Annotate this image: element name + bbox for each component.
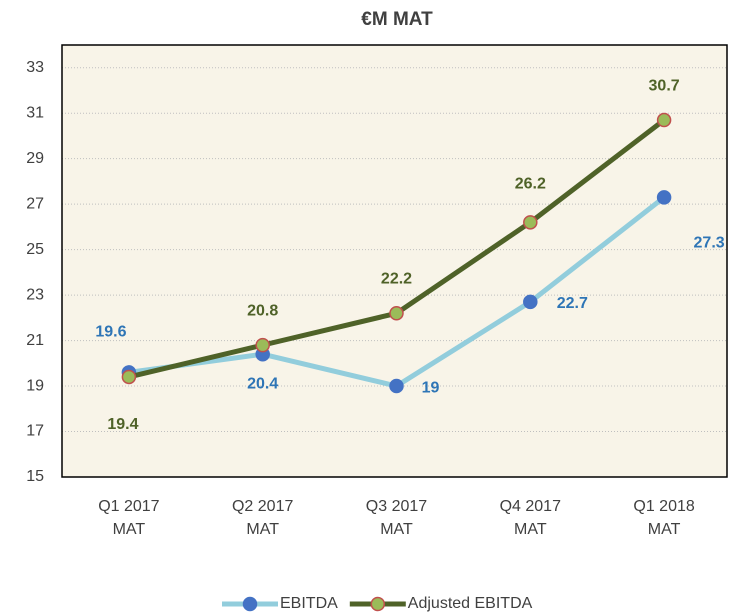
plot-area: [62, 45, 727, 477]
y-tick-label: 15: [26, 468, 44, 485]
data-label: 19.6: [95, 324, 126, 341]
x-tick-label: Q4 2017 MAT: [499, 498, 561, 538]
y-tick-label: 29: [26, 150, 44, 167]
x-tick-label: Q1 2017 MAT: [98, 498, 160, 538]
data-label: 20.4: [247, 375, 278, 392]
data-label: 22.7: [557, 295, 588, 312]
legend-marker: [242, 596, 258, 612]
y-tick-label: 25: [26, 241, 44, 258]
data-label: 19: [422, 379, 440, 396]
x-tick-label: Q2 2017 MAT: [231, 498, 294, 538]
y-tick-label: 21: [26, 332, 44, 349]
marker: [255, 337, 270, 353]
data-label: 30.7: [649, 77, 680, 94]
marker: [523, 294, 538, 310]
legend-label: Adjusted EBITDA: [408, 595, 533, 612]
data-label: 19.4: [107, 416, 138, 433]
y-tick-label: 27: [26, 195, 44, 212]
legend-marker: [370, 596, 386, 612]
y-tick-label: 31: [26, 104, 44, 121]
marker: [121, 369, 137, 385]
y-tick-label: 23: [26, 286, 44, 303]
y-tick-label: 17: [26, 423, 44, 440]
plot-border: [61, 44, 728, 478]
marker: [656, 190, 672, 205]
marker: [656, 112, 672, 128]
chart-title: €M MAT: [361, 9, 433, 30]
marker: [389, 378, 404, 394]
x-tick-label: Q1 2018 MAT: [633, 498, 695, 538]
data-label: 26.2: [515, 176, 546, 193]
y-tick-label: 19: [26, 377, 44, 394]
data-label: 20.8: [247, 302, 278, 319]
marker: [523, 215, 538, 230]
legend-label: EBITDA: [280, 595, 338, 612]
data-label: 22.2: [381, 271, 412, 288]
data-label: 27.3: [694, 235, 725, 252]
marker: [389, 306, 404, 321]
x-tick-label: Q3 2017 MAT: [365, 498, 428, 538]
y-tick-label: 33: [26, 59, 44, 76]
